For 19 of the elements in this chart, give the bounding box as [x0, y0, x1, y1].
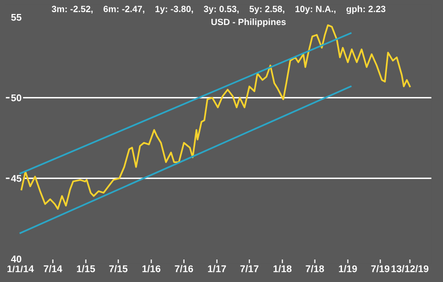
y-tick-label: 40: [11, 256, 22, 262]
x-tick-label: 7/15: [109, 265, 128, 272]
x-tick-label: 7/17: [240, 265, 258, 272]
x-tick-label: 1/16: [142, 265, 160, 272]
x-tick-label: 1/18: [274, 265, 292, 272]
text: USD - Philippines: [211, 18, 286, 27]
x-tick-label: 1/17: [208, 265, 226, 272]
y-tick-label: 50: [11, 94, 22, 102]
x-tick-label: 1/15: [76, 265, 96, 272]
x-tick-label: 7/14: [44, 265, 62, 272]
x-tick-label: 7/18: [306, 265, 324, 272]
x-tick-label: 7/16: [174, 265, 194, 272]
y-tick-label: 55: [11, 14, 22, 21]
x-tick-label: 7/19: [371, 265, 390, 272]
x-tick-label: 1/19: [338, 265, 357, 272]
x-tick-label: 13/12/19: [392, 265, 428, 272]
chart-title: 3m: -2.52, 6m: -2.47, 1y: -3.80, 3y: 0.53, 5y: 2.58, 10y: N.A., gph: 2.23: [52, 6, 386, 14]
y-tick-label: 45: [11, 175, 22, 182]
x-tick-label: 1/1/14: [7, 265, 34, 272]
